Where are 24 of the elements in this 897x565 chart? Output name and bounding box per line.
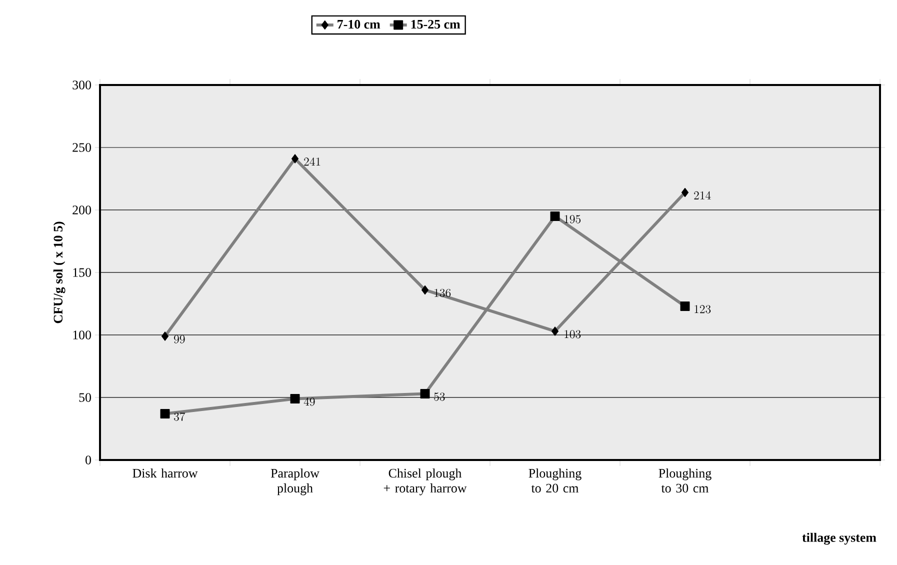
y-tick-label: 100 [73, 330, 92, 340]
data-label: 241 [304, 158, 320, 166]
y-tick-label: 200 [72, 206, 92, 214]
data-label: 214 [694, 191, 711, 200]
data-label: 49 [304, 398, 315, 406]
x-tick-label: Disk harrow [132, 468, 198, 478]
data-label: 99 [174, 335, 185, 344]
y-tick-label: 300 [72, 80, 92, 90]
y-tick-label: 50 [79, 393, 92, 402]
legend-label: 15-25 cm [411, 20, 460, 29]
x-tick-label: Ploughing to 30 cm [658, 468, 712, 493]
y-tick-label: 250 [72, 143, 92, 152]
data-label: 136 [434, 288, 451, 298]
legend-label: 7-10 cm [338, 20, 380, 29]
y-axis-title: CFU/g sol ( x 10 5) [53, 222, 66, 324]
data-label: 195 [564, 215, 581, 224]
x-tick-label: Paraplow plough [270, 468, 320, 496]
x-tick-label: Chisel plough + rotary harrow [384, 468, 467, 496]
x-axis-title: tillage system [802, 532, 876, 545]
y-tick-label: 150 [73, 268, 92, 277]
data-label: 37 [174, 412, 186, 421]
data-label: 123 [694, 305, 711, 314]
x-tick-label: Ploughing to 20 cm [528, 468, 582, 493]
y-tick-label: 0 [86, 456, 92, 464]
